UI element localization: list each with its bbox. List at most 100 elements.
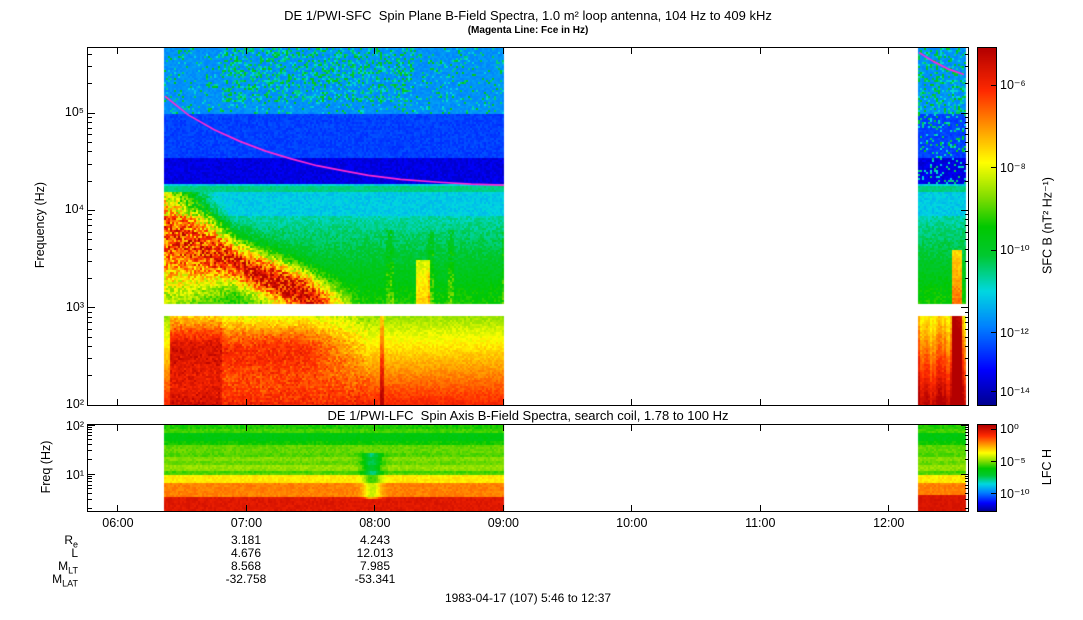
tick-mark [964,435,968,437]
x-tick-label: 08:00 [359,516,391,530]
tick-mark [961,209,968,211]
tick-mark [964,311,968,313]
tick-mark [245,505,247,511]
tick-mark [964,231,968,233]
tick-mark [117,425,119,431]
tick-mark [88,141,92,143]
tick-mark [964,444,968,446]
tick-mark [88,54,92,56]
tick-mark [502,48,504,54]
x-tick-label: 12:00 [873,516,905,530]
lfc-colorbar-label: LFC H [1040,448,1054,486]
tick-mark [88,122,92,124]
tick-mark [964,458,968,460]
tick-mark [88,424,95,426]
tick-mark [964,83,968,85]
tick-mark [88,311,92,313]
tick-mark [964,117,968,119]
tick-mark [374,425,376,431]
tick-mark [374,399,376,405]
tick-mark [631,48,633,54]
tick-mark [88,163,92,165]
sfc-ylabel: Frequency (Hz) [33,181,47,269]
tick-mark [88,429,92,431]
tick-mark [88,507,92,509]
tick-mark [964,484,968,486]
ephemeris-row-label: MLT [58,559,78,576]
tick-mark [964,499,968,501]
tick-mark [964,450,968,452]
tick-mark [88,478,92,480]
tick-mark [88,239,92,241]
y-tick-label: 10³ [65,299,84,314]
tick-mark [964,478,968,480]
tick-mark [88,336,92,338]
tick-mark [961,473,968,475]
colorbar-tick-label: 10⁻¹⁰ [1000,486,1030,501]
sfc-spectrogram-panel [87,47,969,406]
tick-mark [961,307,968,309]
tick-mark [117,399,119,405]
tick-mark [502,505,504,511]
tick-mark [245,425,247,431]
tick-mark [88,484,92,486]
tick-mark [964,180,968,182]
tick-mark [88,231,92,233]
tick-mark [991,391,996,393]
tick-mark [964,54,968,56]
tick-mark [964,122,968,124]
lfc-heatmap-canvas [88,425,968,511]
tick-mark [88,225,92,227]
tick-mark [964,151,968,153]
tick-mark [961,424,968,426]
tick-mark [88,134,92,136]
tick-mark [88,426,92,428]
tick-mark [964,277,968,279]
tick-mark [964,429,968,431]
y-tick-label: 10⁵ [64,105,84,120]
sfc-colorbar [977,47,997,406]
ephemeris-value: 8.568 [230,559,262,573]
tick-mark [88,432,92,434]
tick-mark [964,219,968,221]
tick-mark [991,167,996,169]
tick-mark [88,358,92,360]
ephemeris-row-label: MLAT [52,572,78,589]
tick-mark [964,134,968,136]
tick-mark [88,209,95,211]
lfc-title: DE 1/PWI-LFC Spin Axis B-Field Spectra, … [327,408,729,423]
x-tick-label: 10:00 [616,516,648,530]
tick-mark [991,332,996,334]
colorbar-tick-label: 10⁻¹² [1000,325,1029,340]
tick-mark [964,439,968,441]
ephemeris-value: -53.341 [354,572,396,586]
tick-mark [88,481,92,483]
y-tick-label: 10¹ [65,468,84,483]
tick-mark [759,425,761,431]
tick-mark [961,404,968,406]
tick-mark [964,358,968,360]
tick-mark [964,345,968,347]
tick-mark [88,83,92,85]
tick-mark [964,336,968,338]
tick-mark [88,277,92,279]
tick-mark [964,239,968,241]
tick-mark [88,458,92,460]
tick-mark [631,425,633,431]
tick-mark [88,112,95,114]
tick-mark [502,399,504,405]
lfc-spectrogram-panel [87,424,969,512]
tick-mark [88,180,92,182]
tick-mark [88,450,92,452]
tick-mark [964,322,968,324]
tick-mark [964,475,968,477]
tick-mark [88,248,92,250]
ephemeris-row-label: Re [64,533,78,550]
x-tick-label: 11:00 [745,516,776,530]
tick-mark [991,493,996,495]
tick-mark [964,375,968,377]
tick-mark [117,505,119,511]
tick-mark [964,507,968,509]
tick-mark [245,48,247,54]
